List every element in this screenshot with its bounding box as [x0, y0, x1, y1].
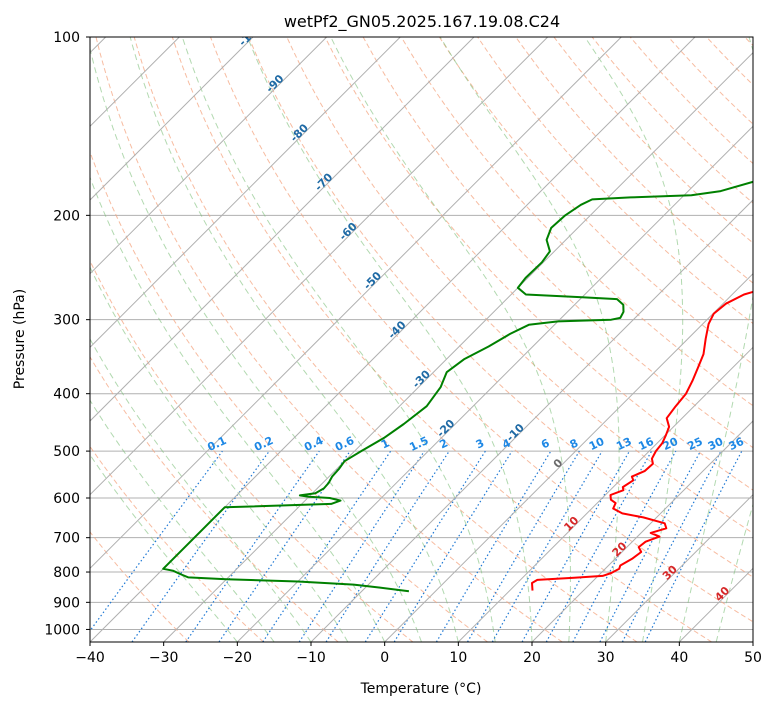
mixing-ratio-line	[90, 450, 223, 632]
mixing-ratio-label: 20	[661, 435, 681, 453]
moist-adiabat	[90, 453, 238, 642]
isotherm-line	[90, 37, 401, 349]
y-tick-label: 500	[53, 444, 80, 460]
mixing-ratio-line	[521, 450, 631, 642]
y-tick-label: 1000	[44, 622, 80, 638]
mixing-ratio-label: 10	[587, 435, 607, 453]
dry-adiabat	[90, 355, 339, 642]
axis-ticks: −40 −30 −20 −10 0 10 20 30 40 50 1000 900 800 700 600 5…	[44, 30, 762, 666]
x-axis-title: Temperature (°C)	[360, 681, 482, 697]
y-tick-label: 600	[53, 491, 80, 507]
isotherm-label: -100	[236, 20, 265, 49]
x-tick-label: 50	[744, 650, 762, 666]
dry-adiabat	[553, 37, 753, 244]
dry-adiabat	[90, 531, 190, 642]
dry-adiabat	[171, 37, 712, 642]
y-tick-label: 400	[53, 387, 80, 403]
dry-adiabat	[248, 37, 753, 578]
dry-adiabat	[438, 37, 753, 365]
sounding-line	[531, 290, 753, 591]
dry-adiabat	[90, 259, 414, 642]
dry-adiabat	[90, 150, 488, 642]
x-tick-label: −30	[149, 650, 179, 666]
mixing-ratio-label: 13	[614, 435, 633, 453]
x-tick-label: −20	[223, 650, 253, 666]
moist-adiabat	[90, 46, 422, 642]
dry-adiabat	[591, 37, 753, 204]
moist-adiabat	[90, 266, 349, 642]
dry-adiabat	[210, 37, 753, 623]
y-tick-label: 900	[53, 595, 80, 611]
moist-adiabat	[129, 37, 459, 642]
y-tick-label: 200	[53, 208, 80, 224]
mixing-ratio-label: 16	[636, 435, 656, 453]
x-tick-label: 10	[449, 650, 467, 666]
mixing-ratio-line	[491, 450, 603, 642]
moist-adiabat	[330, 37, 571, 642]
moist-adiabat	[246, 37, 533, 642]
mixing-ratio-line	[185, 450, 320, 642]
moist-adiabat	[715, 502, 753, 642]
moist-adiabat	[678, 37, 753, 642]
y-tick-label: 700	[53, 531, 80, 547]
x-tick-label: 20	[523, 650, 541, 666]
x-tick-label: 40	[670, 650, 688, 666]
isotherm-line	[457, 346, 753, 642]
dry-adiabat	[477, 37, 753, 325]
dry-adiabat	[400, 37, 753, 407]
y-tick-label: 800	[53, 565, 80, 581]
isotherm-line	[90, 37, 328, 275]
mixing-ratio-line	[364, 450, 486, 642]
mixing-ratio-line	[325, 450, 450, 642]
isotherm-line	[752, 641, 753, 642]
plot-background	[90, 37, 753, 642]
x-tick-label: 0	[380, 650, 389, 666]
plot-frame	[89, 36, 754, 643]
chart-title: wetPf2_GN05.2025.167.19.08.C24	[284, 12, 560, 32]
dry-adiabat	[324, 37, 753, 491]
isotherm-line	[236, 125, 753, 642]
y-tick-label: 100	[53, 30, 80, 46]
y-tick-label: 300	[53, 313, 80, 329]
isotherm-line	[90, 37, 622, 570]
isotherm-line	[90, 37, 475, 422]
x-tick-label: −40	[75, 650, 105, 666]
isotherm-line	[90, 37, 549, 496]
dry-adiabat	[133, 37, 638, 642]
mixing-ratio-lines	[90, 450, 743, 642]
mixing-ratio-label: 36	[727, 435, 747, 453]
moist-adiabat	[439, 37, 620, 642]
y-axis-title: Pressure (hPa)	[12, 289, 28, 389]
grid-lines	[90, 37, 753, 630]
sounding-series	[162, 180, 753, 593]
mixing-ratio-line	[393, 450, 513, 642]
dry-adiabat	[95, 37, 563, 642]
mixing-ratio-label: 30	[706, 435, 726, 453]
mixing-ratio-line	[572, 450, 677, 642]
x-tick-label: 30	[597, 650, 615, 666]
mixing-ratio-line	[466, 450, 580, 642]
isotherm-line	[310, 199, 753, 642]
moist-adiabat	[584, 37, 684, 642]
moist-adiabat	[181, 37, 496, 642]
isotherm-line	[531, 420, 753, 642]
x-tick-label: −10	[296, 650, 326, 666]
mixing-ratio-line	[131, 450, 270, 642]
isotherm-line	[605, 493, 753, 642]
mixing-ratio-label: 25	[685, 435, 704, 453]
isotherm-line	[90, 37, 254, 201]
isotherm-line	[163, 51, 753, 642]
isotherm-line	[384, 272, 753, 642]
dry-adiabat	[286, 37, 753, 534]
mixing-ratio-line	[435, 450, 552, 642]
sounding-line	[162, 180, 753, 593]
